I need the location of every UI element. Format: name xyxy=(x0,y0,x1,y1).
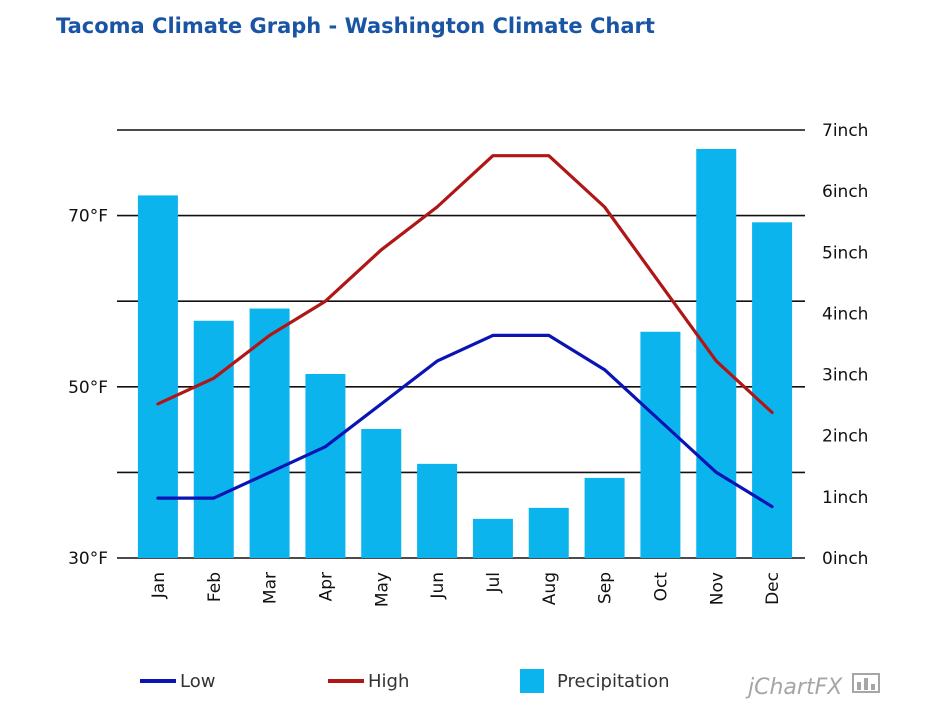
x-axis-tick-label: Mar xyxy=(261,572,281,604)
x-axis-tick-label: Jul xyxy=(484,572,504,594)
x-axis-tick-label: Sep xyxy=(596,572,616,604)
x-axis-tick-label: May xyxy=(372,572,392,607)
precipitation-bar xyxy=(193,320,234,558)
right-axis-tick-label: 2inch xyxy=(822,427,868,447)
x-axis-tick-label: Dec xyxy=(763,572,783,605)
precipitation-bar xyxy=(528,507,569,558)
right-axis-tick-label: 5inch xyxy=(822,243,868,263)
x-axis-tick-label: Apr xyxy=(316,572,336,601)
legend-label-high: High xyxy=(368,671,409,692)
legend-label-low: Low xyxy=(180,671,215,692)
right-axis-tick-label: 6inch xyxy=(822,182,868,202)
precipitation-bar xyxy=(361,428,402,558)
right-axis-tick-label: 7inch xyxy=(822,121,868,141)
logo-chart-icon xyxy=(852,673,880,693)
legend: Low High Precipitation xyxy=(140,669,670,693)
precipitation-bar xyxy=(249,308,290,558)
x-axis-tick-label: Jan xyxy=(149,572,169,599)
precipitation-bar xyxy=(472,518,513,558)
logo-text: jChartFX xyxy=(745,675,843,700)
precipitation-bar xyxy=(584,477,625,558)
legend-swatch-precipitation xyxy=(520,669,544,693)
jchartfx-logo: jChartFX xyxy=(745,673,880,700)
x-axis-tick-label: Feb xyxy=(205,572,225,602)
right-axis-tick-label: 4inch xyxy=(822,304,868,324)
precipitation-bar xyxy=(137,195,178,558)
right-axis-tick-label: 0inch xyxy=(822,549,868,569)
series-line-low xyxy=(156,333,774,509)
precipitation-bars xyxy=(137,148,793,558)
x-axis-tick-label: Jun xyxy=(428,572,448,600)
chart-title: Tacoma Climate Graph - Washington Climat… xyxy=(56,14,655,38)
left-axis-tick-label: 30°F xyxy=(68,549,108,569)
axes: 30°F 50°F 70°F 0inch 1inch 2inch 3inch 4inch 5in… xyxy=(68,121,868,607)
x-axis-tick-label: Aug xyxy=(540,572,560,605)
right-axis-tick-label: 3inch xyxy=(822,366,868,386)
left-axis-tick-label: 50°F xyxy=(68,378,108,398)
precipitation-bar xyxy=(417,463,458,558)
precipitation-bar xyxy=(752,222,793,558)
precipitation-bar xyxy=(640,331,681,558)
temperature-lines xyxy=(156,154,774,509)
series-line-high xyxy=(156,154,774,415)
precipitation-bar xyxy=(305,373,346,558)
x-axis-tick-label: Oct xyxy=(651,572,671,602)
legend-label-precipitation: Precipitation xyxy=(557,671,670,692)
x-axis-tick-label: Nov xyxy=(707,572,727,605)
precipitation-bar xyxy=(696,148,737,558)
right-axis-tick-label: 1inch xyxy=(822,488,868,508)
left-axis-tick-label: 70°F xyxy=(68,207,108,227)
